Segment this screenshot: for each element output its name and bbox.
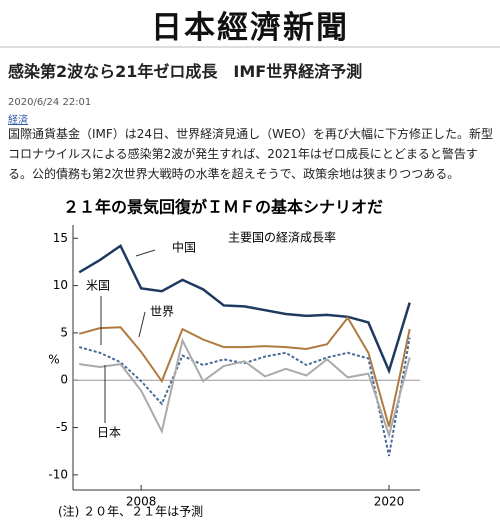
chart-note: (注) ２０年、２１年は予測 (58, 504, 203, 519)
article-body: 国際通貨基金（IMF）は24日、世界経済見通し（WEO）を再び大幅に下方修正した… (8, 127, 493, 181)
article-date: 2020/6/24 22:01 (8, 97, 92, 108)
y-tick-label: 15 (53, 231, 68, 245)
leader-line (135, 249, 156, 257)
chart-subtitle: 主要国の経済成長率 (228, 230, 336, 245)
x-tick-label: 2008 (126, 495, 157, 509)
series-line (78, 243, 411, 375)
series-label: 日本 (97, 426, 121, 440)
x-tick-label: 2020 (374, 495, 405, 509)
y-tick-label: 5 (60, 325, 68, 339)
y-tick-label: 10 (53, 278, 68, 292)
series-line (78, 337, 411, 457)
category-link[interactable]: 経済 (8, 115, 28, 126)
series-line (79, 337, 411, 439)
y-tick-label: -5 (56, 420, 68, 434)
chart: ２１年の景気回復がＩＭＦの基本シナリオだ 主要国の経済成長率 % (注) ２０年… (48, 198, 420, 519)
leader-line (138, 311, 146, 338)
chart-title: ２１年の景気回復がＩＭＦの基本シナリオだ (63, 198, 383, 217)
series-label: 米国 (86, 279, 110, 293)
logo[interactable]: 日本經濟新聞 (151, 10, 349, 46)
article-title: 感染第2波なら21年ゼロ成長 IMF世界経済予測 (8, 62, 363, 81)
divider (0, 46, 500, 48)
series-label: 中国 (172, 240, 196, 255)
series-label: 世界 (150, 305, 174, 319)
y-tick-label: -10 (48, 467, 68, 481)
y-axis-label: % (48, 353, 59, 367)
y-tick-label: 0 (60, 373, 68, 387)
series-line (78, 315, 411, 427)
